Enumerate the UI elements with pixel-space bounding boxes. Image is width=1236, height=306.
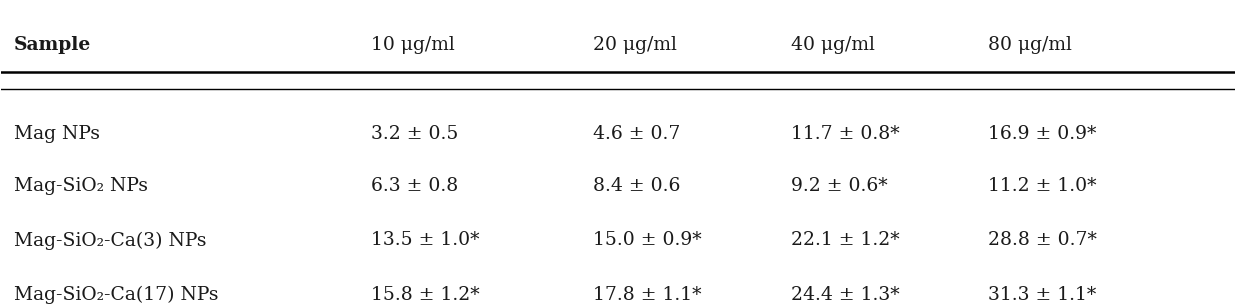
- Text: 11.2 ± 1.0*: 11.2 ± 1.0*: [988, 177, 1096, 195]
- Text: 8.4 ± 0.6: 8.4 ± 0.6: [593, 177, 681, 195]
- Text: 16.9 ± 0.9*: 16.9 ± 0.9*: [988, 125, 1096, 143]
- Text: 15.8 ± 1.2*: 15.8 ± 1.2*: [371, 286, 480, 304]
- Text: 20 μg/ml: 20 μg/ml: [593, 36, 677, 54]
- Text: Sample: Sample: [14, 36, 91, 54]
- Text: 22.1 ± 1.2*: 22.1 ± 1.2*: [791, 231, 900, 249]
- Text: 80 μg/ml: 80 μg/ml: [988, 36, 1072, 54]
- Text: Mag-SiO₂-Ca(3) NPs: Mag-SiO₂-Ca(3) NPs: [14, 231, 206, 249]
- Text: 11.7 ± 0.8*: 11.7 ± 0.8*: [791, 125, 900, 143]
- Text: Mag-SiO₂ NPs: Mag-SiO₂ NPs: [14, 177, 148, 195]
- Text: 6.3 ± 0.8: 6.3 ± 0.8: [371, 177, 459, 195]
- Text: 31.3 ± 1.1*: 31.3 ± 1.1*: [988, 286, 1096, 304]
- Text: Mag-SiO₂-Ca(17) NPs: Mag-SiO₂-Ca(17) NPs: [14, 286, 219, 304]
- Text: 4.6 ± 0.7: 4.6 ± 0.7: [593, 125, 681, 143]
- Text: 40 μg/ml: 40 μg/ml: [791, 36, 875, 54]
- Text: 17.8 ± 1.1*: 17.8 ± 1.1*: [593, 286, 702, 304]
- Text: 10 μg/ml: 10 μg/ml: [371, 36, 455, 54]
- Text: 13.5 ± 1.0*: 13.5 ± 1.0*: [371, 231, 480, 249]
- Text: 9.2 ± 0.6*: 9.2 ± 0.6*: [791, 177, 887, 195]
- Text: 15.0 ± 0.9*: 15.0 ± 0.9*: [593, 231, 702, 249]
- Text: 3.2 ± 0.5: 3.2 ± 0.5: [371, 125, 459, 143]
- Text: 28.8 ± 0.7*: 28.8 ± 0.7*: [988, 231, 1096, 249]
- Text: Mag NPs: Mag NPs: [14, 125, 100, 143]
- Text: 24.4 ± 1.3*: 24.4 ± 1.3*: [791, 286, 900, 304]
